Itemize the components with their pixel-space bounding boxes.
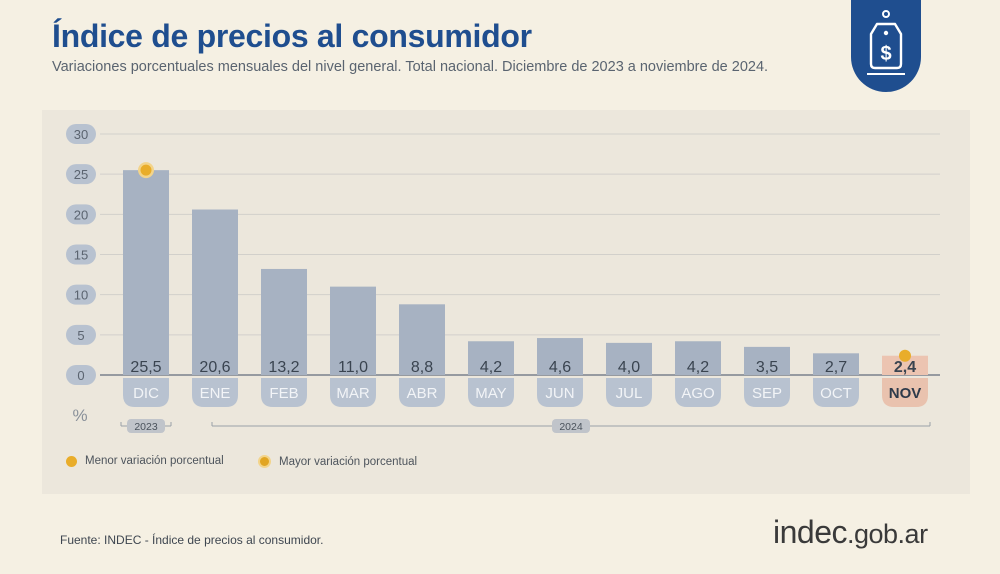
bar-value-label: 11,0 xyxy=(338,359,368,376)
price-tag-badge: $ xyxy=(851,0,921,92)
bar xyxy=(813,353,859,375)
y-tick-label: 20 xyxy=(74,207,88,222)
category-label: NOV xyxy=(889,385,922,402)
year-pill xyxy=(127,419,165,433)
max-marker xyxy=(140,164,152,176)
y-tick-pill xyxy=(66,365,96,385)
bar-value-label: 4,2 xyxy=(480,359,502,376)
page-title: Índice de precios al consumidor xyxy=(52,18,532,54)
legend-min-marker xyxy=(66,455,77,467)
bar xyxy=(882,355,928,375)
bar xyxy=(330,286,376,375)
bar xyxy=(261,268,307,375)
price-tag-dollar-icon: $ xyxy=(867,10,905,75)
chart-panel: 0 5 10 15 20 25 30% 25,5 DIC 20,6 ENE 13,2 FEB 11,0 MA… xyxy=(42,110,970,494)
bar-value-label: 3,5 xyxy=(756,359,778,376)
bar xyxy=(468,341,514,375)
y-tick-label: 25 xyxy=(74,167,88,182)
bar xyxy=(399,304,445,375)
legend-max-marker xyxy=(258,455,271,468)
bar-value-label: 20,6 xyxy=(199,359,230,376)
category-label: JUN xyxy=(545,385,574,402)
category-pill xyxy=(744,378,790,407)
bar xyxy=(537,338,583,375)
bar-value-label: 8,8 xyxy=(411,359,433,376)
min-marker xyxy=(899,349,911,362)
category-pill xyxy=(261,378,307,407)
y-tick-label: 10 xyxy=(74,288,88,303)
legend-min: Menor variación porcentual xyxy=(66,455,224,467)
category-pill xyxy=(606,378,652,407)
bar-value-label: 4,6 xyxy=(549,359,571,376)
bar-value-label: 4,2 xyxy=(687,359,709,376)
category-pill xyxy=(675,378,721,407)
y-axis-unit: % xyxy=(72,406,87,425)
bar-chart: 0 5 10 15 20 25 30% 25,5 DIC 20,6 ENE 13,2 FEB 11,0 MA… xyxy=(66,124,940,433)
category-pill xyxy=(813,378,859,407)
y-tick-pill xyxy=(66,124,96,144)
bar-value-label: 13,2 xyxy=(268,359,299,376)
bar-value-label: 2,7 xyxy=(825,359,847,376)
category-pill xyxy=(192,378,238,407)
bar-value-label: 4,0 xyxy=(618,359,640,376)
logo-main: indec xyxy=(773,514,848,550)
bar-value-label: 25,5 xyxy=(130,359,161,376)
y-tick-pill xyxy=(66,164,96,185)
svg-text:$: $ xyxy=(880,43,891,65)
y-tick-pill xyxy=(66,284,96,305)
year-pill xyxy=(552,419,590,433)
category-pill xyxy=(882,378,928,407)
y-tick-pill xyxy=(66,204,96,225)
legend-max: Mayor variación porcentual xyxy=(258,455,417,468)
page-subtitle: Variaciones porcentuales mensuales del n… xyxy=(52,59,769,75)
bar xyxy=(606,342,652,375)
category-pill xyxy=(537,378,583,407)
category-label: ABR xyxy=(407,385,438,402)
category-label: MAY xyxy=(475,385,506,402)
source-note: Fuente: INDEC - Índice de precios al con… xyxy=(60,533,324,547)
y-tick-label: 15 xyxy=(74,248,88,263)
category-pill xyxy=(468,378,514,407)
year-label: 2024 xyxy=(559,421,583,433)
category-label: JUL xyxy=(616,385,643,402)
y-tick-label: 30 xyxy=(74,127,88,142)
legend-min-label: Menor variación porcentual xyxy=(85,455,224,467)
category-label: ENE xyxy=(200,385,231,402)
category-label: DIC xyxy=(133,385,159,402)
logo-domain: .gob.ar xyxy=(847,519,928,549)
category-label: OCT xyxy=(820,385,852,402)
category-pill xyxy=(330,378,376,407)
category-pill xyxy=(123,378,169,407)
bar xyxy=(675,341,721,375)
legend-max-label: Mayor variación porcentual xyxy=(279,455,418,468)
y-tick-label: 0 xyxy=(77,368,84,383)
bar-value-label: 2,4 xyxy=(894,359,916,376)
category-pill xyxy=(399,378,445,407)
bar xyxy=(192,209,238,375)
y-tick-pill xyxy=(66,324,96,345)
category-label: AGO xyxy=(681,385,714,402)
indec-logo: indec.gob.ar xyxy=(773,514,928,551)
category-label: FEB xyxy=(269,385,298,402)
category-label: MAR xyxy=(336,385,370,402)
y-tick-label: 5 xyxy=(77,328,84,343)
category-label: SEP xyxy=(752,385,782,402)
bar xyxy=(744,346,790,375)
bar xyxy=(123,170,169,375)
year-label: 2023 xyxy=(134,421,158,433)
y-tick-pill xyxy=(66,244,96,265)
